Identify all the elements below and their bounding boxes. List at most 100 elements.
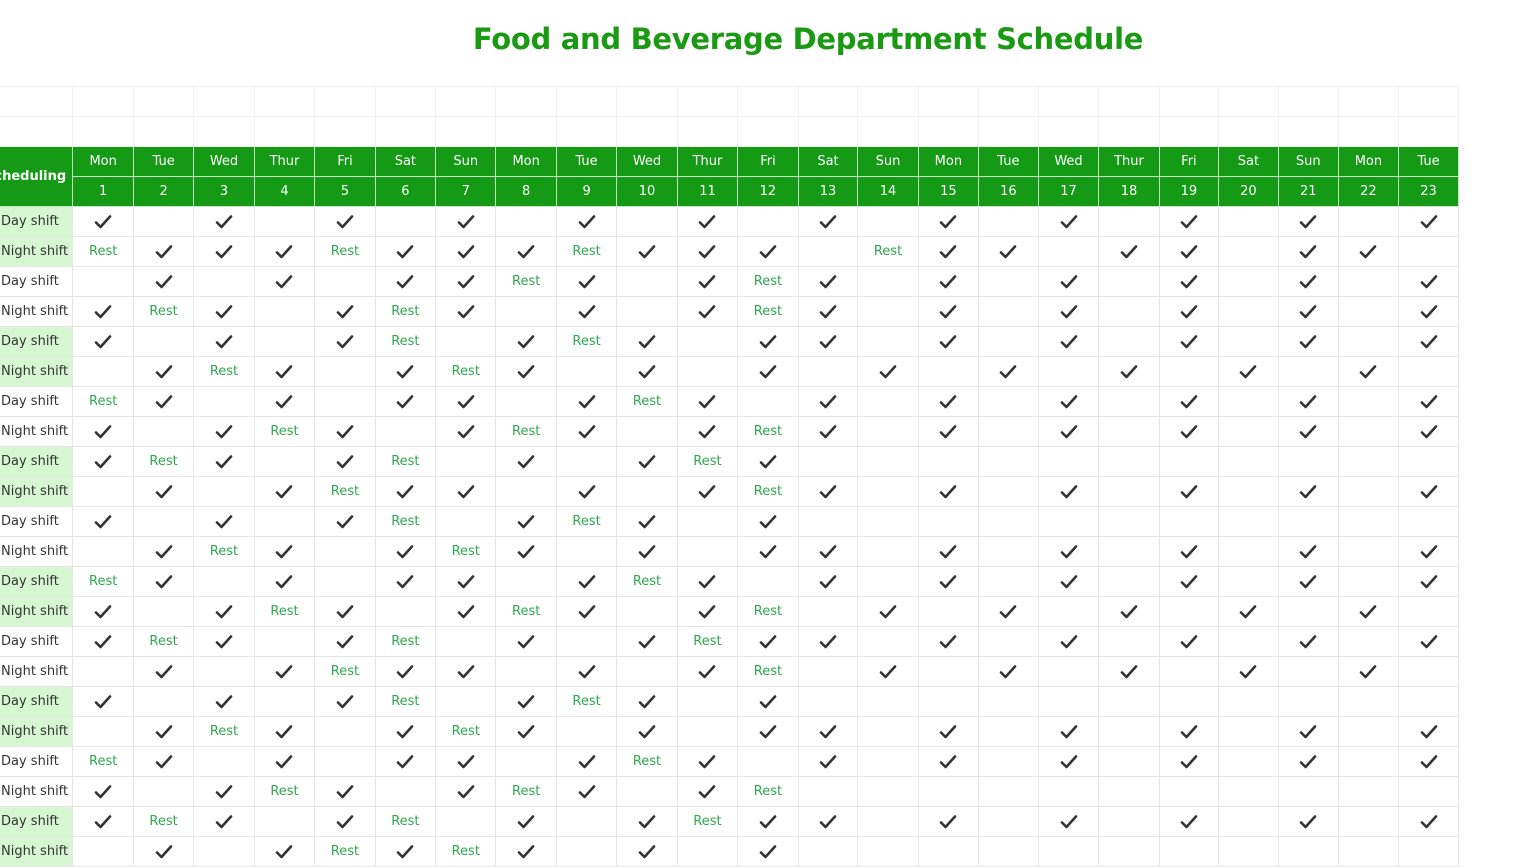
schedule-cell[interactable] [1098, 206, 1160, 237]
schedule-cell[interactable] [917, 806, 980, 837]
schedule-cell[interactable]: Rest [253, 596, 316, 627]
schedule-cell[interactable] [1277, 806, 1339, 837]
schedule-cell[interactable] [193, 596, 255, 627]
schedule-cell[interactable] [495, 206, 557, 237]
schedule-cell[interactable] [917, 656, 980, 687]
schedule-cell[interactable] [132, 416, 195, 447]
schedule-cell[interactable] [1277, 476, 1339, 507]
schedule-cell[interactable] [1098, 836, 1160, 867]
schedule-cell[interactable] [374, 536, 437, 567]
schedule-cell[interactable] [857, 296, 919, 327]
blank-cell[interactable] [978, 86, 1039, 117]
schedule-cell[interactable] [555, 356, 618, 387]
schedule-cell[interactable] [1218, 776, 1279, 807]
schedule-cell[interactable] [797, 566, 859, 597]
schedule-cell[interactable] [374, 386, 437, 417]
schedule-cell[interactable] [1037, 296, 1100, 327]
schedule-cell[interactable] [616, 206, 678, 237]
schedule-cell[interactable]: Rest [435, 716, 497, 747]
schedule-cell[interactable] [253, 506, 316, 537]
schedule-cell[interactable] [1398, 356, 1459, 387]
schedule-cell[interactable] [917, 236, 980, 267]
schedule-cell[interactable]: Rest [737, 656, 799, 687]
schedule-cell[interactable] [1398, 236, 1459, 267]
schedule-cell[interactable] [253, 476, 316, 507]
schedule-cell[interactable] [1277, 266, 1339, 297]
schedule-cell[interactable] [1098, 416, 1160, 447]
schedule-cell[interactable] [374, 656, 437, 687]
schedule-cell[interactable] [797, 326, 859, 357]
schedule-cell[interactable] [1218, 446, 1279, 477]
schedule-cell[interactable] [1037, 836, 1100, 867]
schedule-cell[interactable] [72, 806, 134, 837]
schedule-cell[interactable] [435, 446, 497, 477]
schedule-cell[interactable] [1218, 836, 1279, 867]
schedule-cell[interactable] [314, 386, 376, 417]
schedule-cell[interactable]: Rest [435, 536, 497, 567]
blank-cell[interactable] [72, 116, 134, 147]
blank-cell[interactable] [1158, 86, 1220, 117]
schedule-cell[interactable] [1218, 536, 1279, 567]
schedule-cell[interactable] [978, 836, 1039, 867]
schedule-cell[interactable] [314, 506, 376, 537]
schedule-cell[interactable] [193, 776, 255, 807]
schedule-cell[interactable] [193, 506, 255, 537]
schedule-cell[interactable] [1158, 476, 1220, 507]
schedule-cell[interactable] [917, 566, 980, 597]
schedule-cell[interactable] [1277, 626, 1339, 657]
schedule-cell[interactable] [72, 356, 134, 387]
schedule-cell[interactable] [555, 656, 618, 687]
schedule-cell[interactable] [253, 296, 316, 327]
schedule-cell[interactable]: Rest [737, 476, 799, 507]
schedule-cell[interactable] [132, 656, 195, 687]
schedule-cell[interactable] [917, 776, 980, 807]
schedule-cell[interactable] [193, 446, 255, 477]
schedule-cell[interactable] [435, 206, 497, 237]
schedule-cell[interactable] [72, 446, 134, 477]
schedule-cell[interactable]: Rest [72, 236, 134, 267]
schedule-cell[interactable] [1037, 626, 1100, 657]
schedule-cell[interactable] [1098, 356, 1160, 387]
blank-cell[interactable] [1337, 86, 1400, 117]
schedule-cell[interactable] [917, 626, 980, 657]
schedule-cell[interactable] [435, 236, 497, 267]
schedule-cell[interactable] [495, 626, 557, 657]
schedule-cell[interactable]: Rest [374, 626, 437, 657]
schedule-cell[interactable]: Rest [435, 356, 497, 387]
schedule-cell[interactable] [978, 356, 1039, 387]
schedule-cell[interactable] [857, 506, 919, 537]
schedule-cell[interactable] [857, 386, 919, 417]
schedule-cell[interactable] [374, 236, 437, 267]
schedule-cell[interactable] [314, 296, 376, 327]
schedule-cell[interactable] [435, 476, 497, 507]
schedule-cell[interactable]: Rest [495, 596, 557, 627]
schedule-cell[interactable] [374, 716, 437, 747]
schedule-cell[interactable] [495, 476, 557, 507]
schedule-cell[interactable] [1337, 836, 1400, 867]
schedule-cell[interactable] [1218, 356, 1279, 387]
schedule-cell[interactable] [1218, 506, 1279, 537]
blank-cell[interactable] [314, 86, 376, 117]
schedule-cell[interactable] [1337, 266, 1400, 297]
schedule-cell[interactable] [1398, 266, 1459, 297]
blank-cell[interactable] [193, 86, 255, 117]
blank-cell[interactable] [676, 116, 739, 147]
schedule-cell[interactable] [435, 596, 497, 627]
schedule-cell[interactable]: Rest [737, 776, 799, 807]
schedule-cell[interactable]: Rest [374, 686, 437, 717]
schedule-cell[interactable] [253, 206, 316, 237]
schedule-cell[interactable]: Rest [72, 746, 134, 777]
schedule-cell[interactable] [616, 416, 678, 447]
blank-cell[interactable] [1037, 116, 1100, 147]
schedule-cell[interactable] [495, 746, 557, 777]
schedule-cell[interactable]: Rest [676, 806, 739, 837]
schedule-cell[interactable] [1218, 386, 1279, 417]
schedule-cell[interactable]: Rest [737, 416, 799, 447]
schedule-cell[interactable] [495, 836, 557, 867]
schedule-cell[interactable] [1398, 596, 1459, 627]
schedule-cell[interactable] [616, 596, 678, 627]
schedule-cell[interactable] [555, 596, 618, 627]
schedule-cell[interactable] [193, 386, 255, 417]
blank-cell[interactable] [72, 86, 134, 117]
schedule-cell[interactable] [978, 626, 1039, 657]
